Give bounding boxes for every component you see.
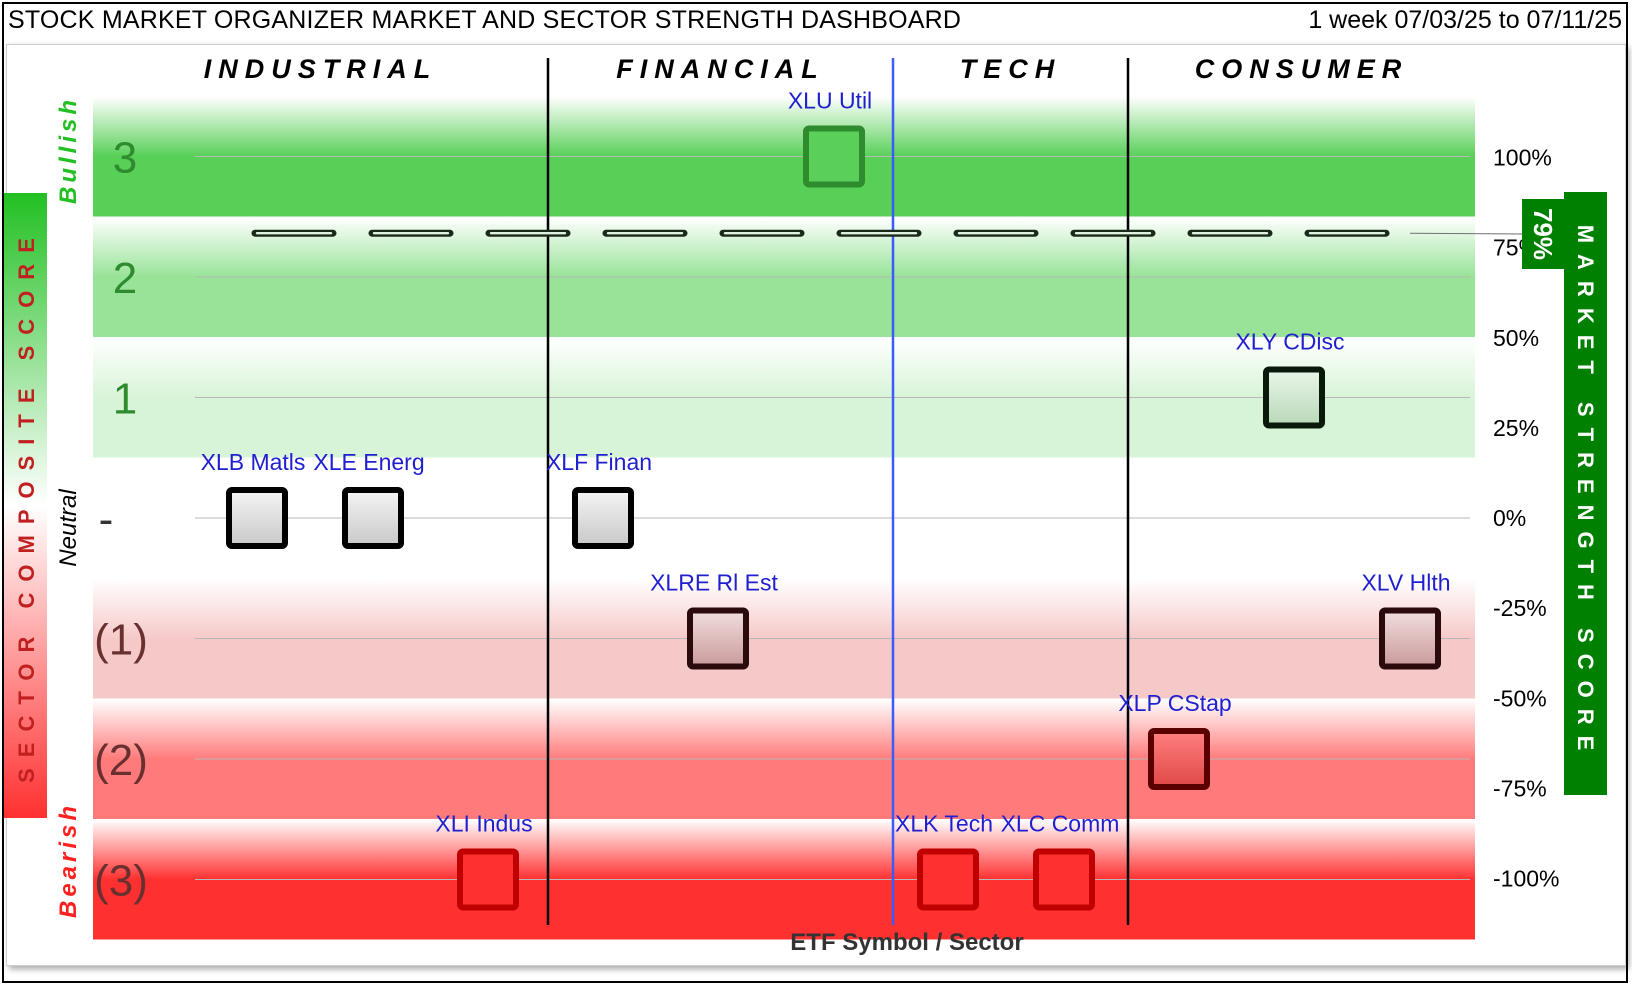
- etf-points: XLB Matls XLE Energ XLI Indus XLF Finan XLRE…: [201, 88, 1451, 911]
- sector-title-industrial: INDUSTRIAL: [204, 54, 438, 84]
- side-labels: Bullish Neutral Bearish: [55, 96, 82, 918]
- etf-box-xlk-tech: [917, 848, 979, 911]
- etf-label-xlv-hlth: XLV Hlth: [1361, 570, 1450, 596]
- etf-label-xlre-rl-est: XLRE Rl Est: [650, 570, 778, 596]
- sector-title-tech: TECH: [960, 54, 1062, 84]
- etf-box-xlf-finan: [572, 487, 634, 549]
- etf-box-xlv-hlth: [1379, 607, 1441, 670]
- etf-label-xlp-cstap: XLP CStap: [1118, 690, 1231, 716]
- sector-title-consumer: CONSUMER: [1195, 54, 1409, 84]
- etf-box-xle-energ: [342, 487, 404, 549]
- etf-label-xlu-util: XLU Util: [788, 88, 872, 114]
- score-tick-1: 1: [113, 375, 137, 424]
- etf-label-xlk-tech: XLK Tech: [895, 811, 993, 837]
- pct-tick-50: -50%: [1493, 685, 1547, 711]
- x-axis-label: ETF Symbol / Sector: [790, 929, 1023, 956]
- market-strength-value: 79%: [1528, 208, 1558, 260]
- etf-label-xli-indus: XLI Indus: [435, 811, 532, 837]
- pct-tick-25: 25%: [1493, 415, 1539, 441]
- etf-box-xlre-rl-est: [687, 607, 749, 670]
- sector-titles: INDUSTRIAL FINANCIAL TECH CONSUMER: [204, 54, 1409, 84]
- date-range: 1 week 07/03/25 to 07/11/25: [1308, 6, 1622, 34]
- pct-tick-75: -75%: [1493, 775, 1547, 801]
- sector-title-financial: FINANCIAL: [616, 54, 824, 84]
- left-axis-ticks: 3 2 1 - (1) (2) (3): [94, 134, 148, 906]
- market-strength-badge: [1522, 199, 1564, 269]
- etf-box-xlc-comm: [1033, 848, 1095, 911]
- dashboard-title: STOCK MARKET ORGANIZER MARKET AND SECTOR…: [8, 6, 962, 34]
- score-tick-2: 2: [113, 254, 137, 303]
- score-tick-3: 3: [113, 134, 137, 183]
- score-tick-: -: [99, 495, 114, 544]
- right-axis-title: MARKET STRENGTH SCORE: [1573, 225, 1598, 762]
- score-tick-1: (1): [94, 616, 148, 665]
- etf-label-xlb-matls: XLB Matls: [201, 449, 306, 475]
- sector-dividers: [546, 58, 1130, 925]
- market-strength-leader: [1409, 232, 1531, 235]
- score-tick-2: (2): [94, 736, 148, 785]
- left-axis-title-bar: [4, 193, 47, 818]
- axis-titles: SECTOR COMPOSITE SCORE MARKET STRENGTH SC…: [4, 192, 1607, 956]
- pct-tick-50: 50%: [1493, 325, 1539, 351]
- etf-box-xlb-matls: [226, 487, 288, 549]
- pct-tick-100: 100%: [1493, 145, 1552, 171]
- pct-tick-25: -25%: [1493, 595, 1547, 621]
- etf-box-xlu-util: [803, 125, 865, 188]
- right-axis-ticks: 100%75%50%25%0%-25%-50%-75%-100%: [1493, 145, 1559, 892]
- market-strength-line: [251, 229, 1531, 237]
- etf-label-xly-cdisc: XLY CDisc: [1235, 329, 1344, 355]
- neutral-label: Neutral: [55, 489, 82, 567]
- etf-box-xly-cdisc: [1263, 366, 1325, 429]
- right-axis-title-bar: [1564, 192, 1607, 795]
- etf-label-xle-energ: XLE Energ: [313, 449, 424, 475]
- bearish-label: Bearish: [55, 802, 82, 918]
- pct-tick-0: 0%: [1493, 505, 1526, 531]
- etf-label-xlf-finan: XLF Finan: [546, 449, 652, 475]
- etf-label-xlc-comm: XLC Comm: [1001, 811, 1120, 837]
- pct-tick-100: -100%: [1493, 866, 1559, 892]
- bullish-label: Bullish: [55, 96, 82, 204]
- etf-box-xlp-cstap: [1148, 728, 1210, 790]
- score-tick-3: (3): [94, 857, 148, 906]
- left-axis-title: SECTOR COMPOSITE SCORE: [14, 227, 39, 783]
- etf-box-xli-indus: [457, 848, 519, 911]
